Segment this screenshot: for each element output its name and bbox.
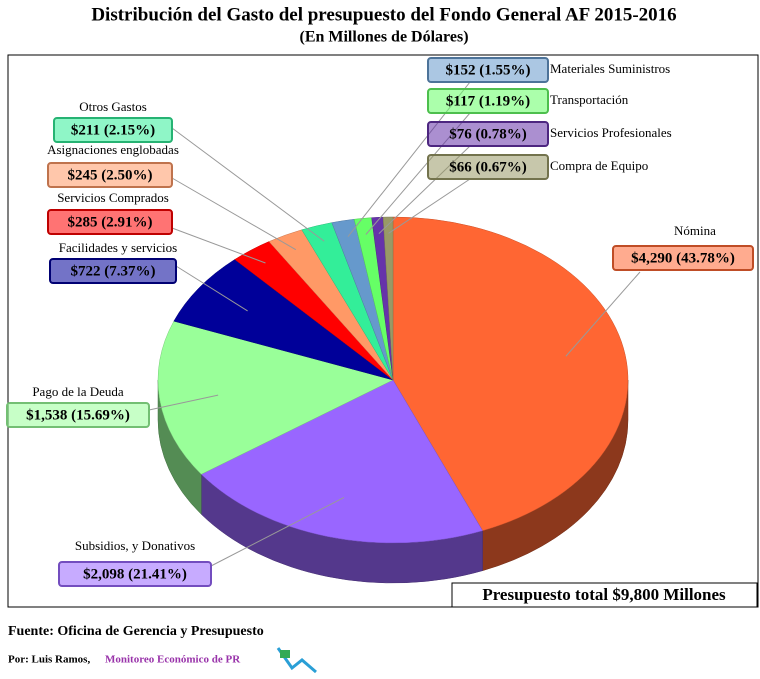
value-label: $722 (7.37%) — [71, 263, 156, 279]
category-label: Otros Gastos — [79, 99, 147, 114]
value-label-box — [6, 402, 150, 428]
leader-line — [171, 227, 266, 264]
slice — [157, 320, 394, 475]
slice — [382, 216, 394, 381]
value-label: $211 (2.15%) — [71, 122, 155, 138]
category-label: Materiales Suministros — [550, 61, 670, 76]
value-label: $152 (1.55%) — [446, 62, 531, 78]
pie — [157, 216, 629, 584]
value-label: $76 (0.78%) — [449, 126, 527, 142]
category-label: Nómina — [674, 223, 716, 238]
value-label-box — [427, 88, 549, 114]
category-label: Servicios Profesionales — [550, 125, 672, 140]
value-label-box — [427, 154, 549, 180]
value-label-box — [47, 209, 173, 235]
logo-block — [280, 650, 290, 658]
slice — [173, 259, 394, 381]
category-label: Facilidades y servicios — [59, 240, 177, 255]
value-label: $1,538 (15.69%) — [26, 407, 130, 423]
value-label-box — [427, 57, 549, 83]
leader-line — [175, 265, 248, 312]
slice — [200, 379, 483, 544]
labels: $4,290 (43.78%) Nómina $2,098 (21.41%) Subs… — [6, 57, 754, 587]
value-label: $4,290 (43.78%) — [631, 250, 735, 266]
leader-line — [171, 177, 297, 251]
slice — [392, 216, 629, 531]
total-label: Presupuesto total $9,800 Millones — [482, 585, 726, 604]
plot-border — [7, 54, 759, 608]
value-label: $117 (1.19%) — [446, 93, 530, 109]
value-label: $2,098 (21.41%) — [83, 566, 187, 582]
category-label: Subsidios, y Donativos — [75, 538, 195, 553]
value-label-box — [53, 117, 173, 143]
category-label: Transportación — [550, 92, 629, 107]
value-label-box — [49, 258, 177, 284]
value-label: $245 (2.50%) — [68, 167, 153, 183]
value-label-box — [58, 561, 212, 587]
value-label: $285 (2.91%) — [68, 214, 153, 230]
leader-line — [171, 127, 325, 242]
value-label-box — [612, 245, 754, 271]
value-label-box — [427, 121, 549, 147]
leader-line — [148, 394, 219, 411]
category-label: Pago de la Deuda — [32, 384, 124, 399]
leader-line — [210, 496, 345, 567]
source: Fuente: Oficina de Gerencia y Presupuest… — [8, 624, 264, 639]
value-label: $66 (0.67%) — [449, 159, 527, 175]
logo — [270, 645, 320, 675]
chart-title: Distribución del Gasto del presupuesto d… — [91, 4, 676, 25]
chart-subtitle: (En Millones de Dólares) — [299, 29, 468, 46]
category-label: Servicios Comprados — [57, 190, 169, 205]
category-label: Asignaciones englobadas — [47, 142, 179, 157]
author: Por: Luis Ramos, — [8, 654, 90, 666]
total-box — [451, 582, 758, 608]
brand: Monitoreo Económico de PR — [105, 654, 241, 666]
leader-line — [565, 271, 641, 357]
value-label-box — [47, 162, 173, 188]
leader-line — [388, 178, 471, 234]
category-label: Compra de Equipo — [550, 158, 648, 173]
